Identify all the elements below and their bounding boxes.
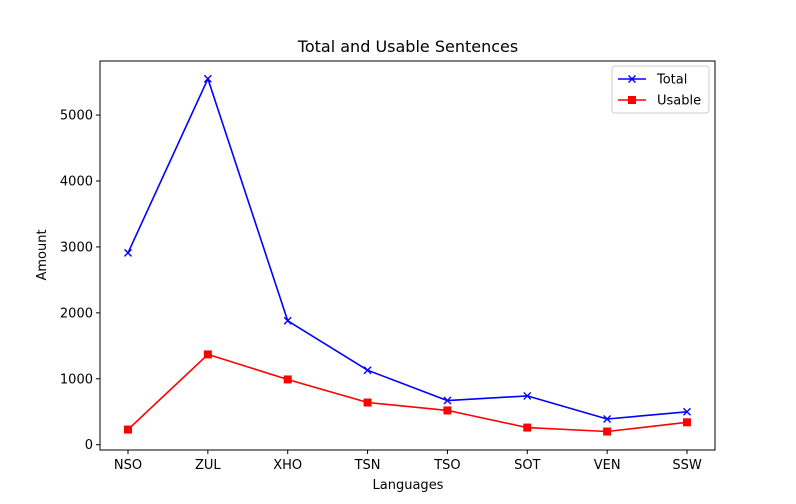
y-tick-label-5000: 5000 bbox=[60, 109, 93, 124]
chart-title: Total and Usable Sentences bbox=[297, 37, 518, 56]
x-marker-stroke bbox=[283, 316, 292, 325]
x-marker-stroke bbox=[523, 391, 532, 400]
series-usable-point-tsn bbox=[363, 398, 372, 407]
legend-marker-usable bbox=[628, 96, 636, 104]
plot-area: NSO ZUL XHO TSN TSO SOT VEN SSW 0 1000 2000 3000 400… bbox=[60, 74, 702, 473]
series-line-total bbox=[127, 78, 688, 420]
y-tick-label-3000: 3000 bbox=[60, 240, 93, 255]
y-tick-label-2000: 2000 bbox=[60, 306, 93, 321]
series-usable-point-ven bbox=[603, 427, 612, 436]
x-marker-stroke bbox=[363, 366, 372, 375]
x-marker-stroke bbox=[603, 415, 612, 424]
series-total-point-xho bbox=[283, 316, 292, 325]
series-usable-point-nso bbox=[124, 425, 132, 434]
series-total-point-tsn bbox=[363, 366, 372, 375]
legend-marker-total bbox=[628, 75, 636, 83]
y-tick-label-0: 0 bbox=[85, 438, 93, 453]
x-tick-label-tso: TSO bbox=[433, 458, 460, 473]
x-marker-stroke bbox=[683, 407, 691, 416]
x-tick-label-tsn: TSN bbox=[354, 458, 381, 473]
series-total-point-tso bbox=[443, 396, 452, 405]
series-usable-point-tso bbox=[443, 406, 452, 415]
plot-frame bbox=[99, 60, 716, 451]
x-tick-label-ven: VEN bbox=[594, 458, 621, 473]
series-usable-point-ssw bbox=[683, 418, 691, 427]
legend-box bbox=[611, 65, 710, 114]
x-marker-stroke bbox=[124, 248, 132, 257]
series-line-usable bbox=[127, 353, 688, 433]
x-marker-stroke bbox=[443, 396, 452, 405]
series-total-point-ssw bbox=[683, 407, 691, 416]
x-tick-label-nso: NSO bbox=[114, 458, 142, 473]
x-marker-stroke bbox=[628, 75, 636, 83]
series-usable-point-xho bbox=[283, 375, 292, 384]
series-usable-point-sot bbox=[523, 423, 532, 432]
legend-label-usable: Usable bbox=[657, 94, 701, 109]
x-axis-label: Languages bbox=[373, 478, 444, 493]
x-tick-label-xho: XHO bbox=[273, 458, 302, 473]
legend-label-total: Total bbox=[656, 73, 687, 88]
series-total-point-nso bbox=[124, 248, 132, 257]
x-marker-stroke bbox=[203, 74, 212, 83]
legend: Total Usable bbox=[611, 65, 710, 114]
y-axis-label: Amount bbox=[35, 229, 50, 280]
x-tick-label-zul: ZUL bbox=[195, 458, 221, 473]
series-total-point-ven bbox=[603, 415, 612, 424]
y-tick-label-4000: 4000 bbox=[60, 174, 93, 189]
series-total-point-sot bbox=[523, 391, 532, 400]
x-tick-label-sot: SOT bbox=[514, 458, 540, 473]
x-tick-label-ssw: SSW bbox=[672, 458, 702, 473]
series-total-point-zul bbox=[203, 74, 212, 83]
y-tick-label-1000: 1000 bbox=[60, 372, 93, 387]
series-usable-point-zul bbox=[203, 350, 212, 359]
